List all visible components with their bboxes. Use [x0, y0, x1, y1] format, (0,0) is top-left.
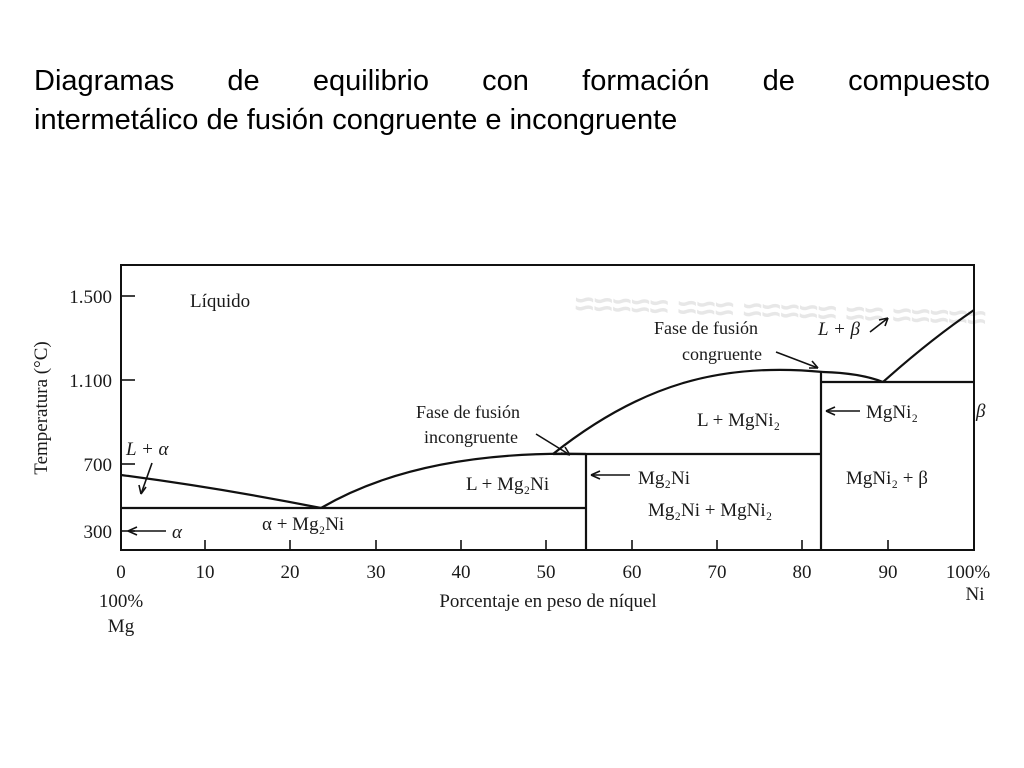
liquidus-mg2ni — [320, 452, 587, 509]
x-tick-label: 90 — [879, 562, 898, 583]
region-alpha: α — [172, 522, 183, 543]
y-tick-label: 700 — [84, 455, 113, 476]
arrows — [127, 317, 889, 536]
y-tick-label: 1.100 — [69, 371, 112, 392]
x-axis-label: Porcentaje en peso de níquel — [439, 591, 656, 612]
x-tick-label: 0 — [116, 562, 126, 583]
slide-title-line-1: Diagramas de equilibrio con formación de… — [34, 65, 990, 97]
region-l-mg2ni: L + Mg₂Ni — [466, 474, 549, 495]
x-tick-label: 10 — [196, 562, 215, 583]
annotation-congruent-1: Fase de fusión — [654, 318, 758, 338]
x-tick-label: 60 — [623, 562, 642, 583]
liquidus-mgni2 — [552, 368, 824, 455]
x-left-end-top: 100% — [99, 591, 144, 612]
region-alpha-mg2ni: α + Mg₂Ni — [262, 514, 344, 535]
region-mg2ni: Mg₂Ni — [638, 468, 690, 489]
region-l-alpha: L + α — [125, 439, 170, 460]
y-tick-label: 1.500 — [69, 287, 112, 308]
region-mg2ni-mgni2: Mg₂Ni + MgNi₂ — [648, 500, 772, 521]
y-axis-label: Temperatura (°C) — [31, 341, 52, 474]
x-tick-label: 50 — [537, 562, 556, 583]
annotation-incongruent-2: incongruente — [424, 427, 518, 447]
liquidus-mgni2-right — [822, 370, 884, 384]
liquidus-ni-side — [882, 309, 975, 383]
region-liquid: Líquido — [190, 291, 250, 312]
x-tick-label: 100% — [946, 562, 991, 583]
x-tick-label: 20 — [281, 562, 300, 583]
x-tick-label: 40 — [452, 562, 471, 583]
slide-title: Diagramas de equilibrio con formación de… — [34, 62, 990, 140]
y-tick-marks — [121, 295, 135, 532]
x-tick-marks — [120, 540, 889, 550]
plot-frame — [120, 264, 975, 551]
phase-boundaries — [120, 309, 975, 550]
annotation-incongruent-1: Fase de fusión — [416, 402, 520, 422]
x-tick-label: 30 — [367, 562, 386, 583]
region-beta: β — [975, 401, 986, 422]
y-tick-label: 300 — [84, 522, 113, 543]
region-mgni2: MgNi₂ — [866, 402, 918, 423]
x-right-end: Ni — [966, 584, 985, 605]
x-left-end-bottom: Mg — [108, 616, 135, 637]
l-alpha-arrow — [140, 462, 153, 495]
liquidus-mg-side — [120, 473, 322, 510]
region-l-beta: L + β — [817, 319, 861, 340]
congruent-arrow — [775, 351, 819, 369]
region-l-mgni2: L + MgNi₂ — [697, 410, 780, 431]
l-beta-arrow — [869, 317, 889, 333]
region-mgni2-beta: MgNi₂ + β — [846, 468, 928, 489]
incongruent-arrow — [535, 433, 571, 456]
x-tick-label: 70 — [708, 562, 727, 583]
annotation-congruent-2: congruente — [682, 344, 762, 364]
slide-title-line-2: intermetálico de fusión congruente e inc… — [34, 104, 678, 136]
x-tick-label: 80 — [793, 562, 812, 583]
